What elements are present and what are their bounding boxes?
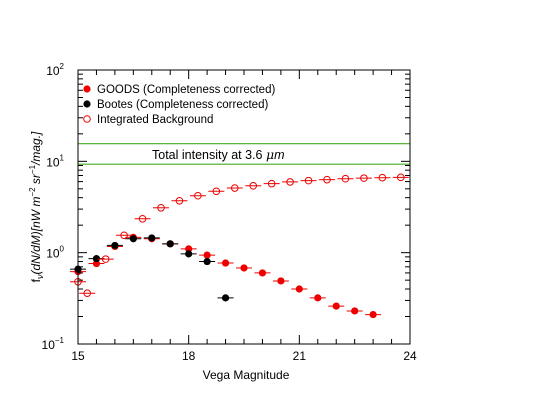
data-point-goods <box>314 294 322 302</box>
data-point-goods <box>351 307 359 315</box>
data-point-integrated <box>101 255 110 263</box>
x-tick-label: 15 <box>71 349 85 363</box>
data-point-integrated <box>194 191 202 200</box>
data-point-bootes <box>111 241 119 250</box>
data-point-goods <box>295 285 303 293</box>
data-point-goods <box>332 302 340 310</box>
data-point-integrated <box>341 174 350 183</box>
legend-label-background: Integrated Background <box>97 114 213 126</box>
annotation-prefix: Total intensity at 3.6 <box>152 148 266 162</box>
data-point-integrated <box>304 176 313 185</box>
y-tick-exponent: 2 <box>60 62 65 71</box>
y-label-exp1: −2 <box>28 187 37 197</box>
annotation-unit: m <box>274 148 284 162</box>
data-point-bootes <box>185 250 193 258</box>
x-tick-label: 18 <box>182 349 196 363</box>
y-tick-base: 10 <box>42 338 56 352</box>
y-label-exp2: −1 <box>28 164 37 174</box>
x-axis-label: Vega Magnitude <box>203 368 290 382</box>
data-point-bootes <box>221 294 230 302</box>
intensity-band <box>78 143 410 165</box>
data-point-bootes <box>129 235 137 243</box>
data-point-goods <box>277 277 285 285</box>
annotation-mu: μ <box>266 147 274 162</box>
data-point-integrated <box>120 231 128 240</box>
data-point-integrated <box>83 289 92 297</box>
series-bootes <box>70 234 234 302</box>
y-tick-base: 10 <box>46 155 60 169</box>
y-label-nu: ν <box>35 274 45 279</box>
plot-frame <box>77 69 411 345</box>
data-marks <box>70 173 409 319</box>
y-tick-label: 101 <box>46 153 64 169</box>
legend-label-goods: GOODS (Completeness corrected) <box>97 84 275 96</box>
data-point-integrated <box>286 178 294 186</box>
legend-marker-goods <box>83 85 91 93</box>
legend-marker-bootes <box>83 100 91 108</box>
y-tick-base: 10 <box>46 247 60 261</box>
data-point-integrated <box>138 214 147 223</box>
data-point-goods <box>221 259 230 267</box>
data-point-integrated <box>267 179 276 188</box>
legend: GOODS (Completeness corrected) Bootes (C… <box>83 84 275 126</box>
data-point-bootes <box>203 257 211 266</box>
x-tick-label: 21 <box>293 349 307 363</box>
data-point-integrated <box>157 203 165 212</box>
y-label-mid: (dN/dM)[nW m <box>29 197 43 275</box>
legend-marker-background <box>83 115 91 123</box>
data-point-integrated <box>212 187 221 196</box>
y-label-tail: /mag.] <box>29 131 43 166</box>
data-point-integrated <box>230 184 239 192</box>
y-tick-label: 10−1 <box>42 336 65 352</box>
data-point-integrated <box>175 196 184 205</box>
y-tick-exponent: 0 <box>60 245 65 254</box>
y-axis-label: fν(dN/dM)[nW m−2 sr−1/mag.] <box>28 131 45 282</box>
y-tick-exponent: 1 <box>60 153 65 162</box>
data-point-bootes <box>92 255 101 263</box>
data-point-goods <box>240 264 248 272</box>
total-intensity-annotation: Total intensity at 3.6 μm <box>152 147 285 162</box>
x-tick-label: 24 <box>403 349 417 363</box>
y-label-sr: sr <box>29 173 43 187</box>
data-point-goods <box>369 310 377 319</box>
y-tick-base: 10 <box>46 64 60 78</box>
y-tick-label: 100 <box>46 245 64 261</box>
data-point-goods <box>258 269 267 277</box>
y-tick-exponent: −1 <box>55 336 65 345</box>
data-point-integrated <box>249 181 258 190</box>
series-integrated <box>70 173 409 297</box>
data-point-integrated <box>323 175 331 184</box>
data-point-bootes <box>166 240 174 248</box>
data-point-integrated <box>396 173 405 182</box>
data-point-goods <box>203 251 211 259</box>
legend-label-bootes: Bootes (Completeness corrected) <box>97 99 268 111</box>
y-label-f: f <box>29 278 43 282</box>
y-tick-label: 102 <box>46 62 64 78</box>
data-point-integrated <box>360 174 368 182</box>
data-point-integrated <box>378 173 387 182</box>
data-point-goods <box>185 245 193 253</box>
data-point-bootes <box>148 234 156 242</box>
